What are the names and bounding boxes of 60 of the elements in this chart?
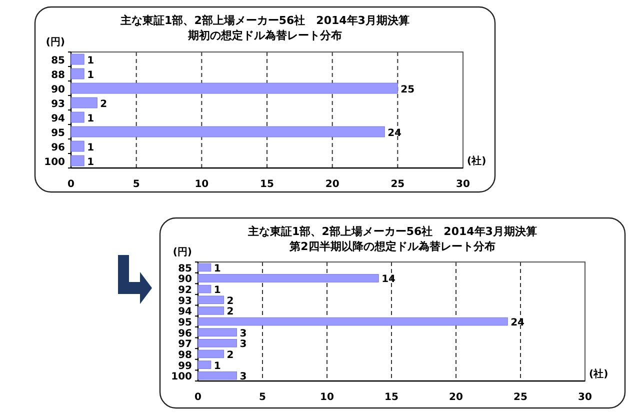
data-label: 2 xyxy=(226,296,234,307)
x-tick-label: 5 xyxy=(259,392,266,403)
data-label: 1 xyxy=(87,156,94,168)
x-axis-title: (社) xyxy=(589,368,608,380)
x-tick-label: 15 xyxy=(384,392,398,403)
chart-title: 主な東証1部、2部上場メーカー56社 2014年3月期決算 xyxy=(247,225,537,238)
x-tick-label: 15 xyxy=(260,179,274,190)
data-label: 1 xyxy=(87,55,94,66)
y-tick-label: 85 xyxy=(178,263,192,274)
x-tick-label: 0 xyxy=(68,179,75,190)
y-tick-label: 94 xyxy=(51,113,66,124)
x-tick-label: 30 xyxy=(578,392,592,403)
y-tick-label: 98 xyxy=(178,350,192,361)
y-tick-label: 85 xyxy=(51,55,66,66)
data-label: 24 xyxy=(510,318,525,328)
data-label: 1 xyxy=(214,360,221,372)
y-tick-label: 100 xyxy=(44,156,66,168)
data-label: 14 xyxy=(382,274,396,286)
y-tick-label: 90 xyxy=(178,274,192,286)
data-label: 3 xyxy=(240,372,247,383)
chart-title: 主な東証1部、2部上場メーカー56社 2014年3月期決算 xyxy=(120,14,410,27)
y-tick-label: 93 xyxy=(51,98,66,110)
y-tick-label: 95 xyxy=(178,318,192,328)
x-tick-label: 20 xyxy=(449,392,463,403)
y-tick-label: 97 xyxy=(178,339,192,350)
data-label: 3 xyxy=(240,339,247,350)
x-tick-label: 10 xyxy=(194,179,209,190)
y-tick-label: 95 xyxy=(51,128,66,139)
chart-subtitle: 期初の想定ドル為替レート分布 xyxy=(187,29,342,42)
y-tick-label: 100 xyxy=(171,372,192,383)
x-tick-label: 10 xyxy=(320,392,334,403)
data-label: 1 xyxy=(87,113,94,124)
data-label: 2 xyxy=(226,306,234,318)
y-tick-label: 93 xyxy=(178,296,192,307)
y-axis-title: (円) xyxy=(172,247,192,258)
x-tick-label: 0 xyxy=(194,392,202,403)
x-tick-label: 5 xyxy=(132,179,140,190)
y-tick-label: 99 xyxy=(178,360,192,372)
y-tick-label: 92 xyxy=(178,285,192,296)
chart-subtitle: 第2四半期以降の想定ドル為替レート分布 xyxy=(288,240,496,253)
data-label: 24 xyxy=(388,128,402,139)
x-tick-label: 20 xyxy=(325,179,340,190)
y-tick-label: 88 xyxy=(51,70,66,81)
data-label: 2 xyxy=(226,350,234,361)
x-tick-label: 30 xyxy=(456,179,470,190)
data-label: 1 xyxy=(87,70,94,81)
y-tick-label: 90 xyxy=(51,84,66,96)
data-label: 1 xyxy=(87,142,94,154)
data-label: 2 xyxy=(100,98,108,110)
data-label: 1 xyxy=(214,285,221,296)
x-axis-title: (社) xyxy=(467,155,486,167)
data-label: 3 xyxy=(240,328,247,340)
y-tick-label: 94 xyxy=(178,306,192,318)
y-tick-label: 96 xyxy=(178,328,192,340)
x-tick-label: 25 xyxy=(514,392,528,403)
data-label: 25 xyxy=(400,84,415,96)
data-label: 1 xyxy=(214,263,221,274)
y-axis-title: (円) xyxy=(46,37,65,48)
y-tick-label: 96 xyxy=(51,142,66,154)
x-tick-label: 25 xyxy=(390,179,405,190)
